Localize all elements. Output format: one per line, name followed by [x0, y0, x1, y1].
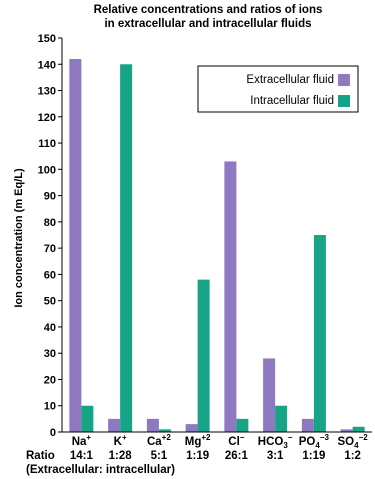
category-ion-label: SO4−2 [338, 433, 369, 450]
ratio-label: Ratio [26, 450, 55, 462]
category-ratio-label: 14:1 [70, 450, 94, 462]
category-ion-label: Cl− [228, 433, 245, 448]
y-tick-label: 70 [44, 243, 56, 255]
category-ratio-label: 26:1 [225, 450, 249, 462]
legend-swatch-extracellular [338, 74, 350, 86]
bar-extracellular-cl [224, 161, 237, 432]
category-ratio-label: 3:1 [267, 450, 284, 462]
bar-extracellular-na [69, 59, 82, 432]
y-tick-label: 140 [38, 59, 56, 71]
y-tick-label: 0 [50, 427, 56, 439]
y-tick-label: 60 [44, 269, 56, 281]
y-tick-label: 50 [44, 296, 56, 308]
category-ion-label: Na+ [72, 433, 92, 448]
bar-extracellular-po [301, 418, 314, 432]
category-ratio-label: 1:19 [186, 450, 209, 462]
y-tick-label: 20 [44, 374, 56, 386]
y-tick-label: 120 [38, 112, 56, 124]
bar-intracellular-hco [275, 405, 288, 432]
bar-intracellular-cl [236, 418, 249, 432]
y-tick-label: 80 [44, 217, 56, 229]
category-ratio-label: 1:19 [302, 450, 325, 462]
bar-extracellular-so [340, 429, 353, 432]
legend-label-intracellular: Intracellular fluid [250, 95, 334, 107]
category-ion-label: Mg+2 [185, 433, 211, 448]
bars [69, 59, 365, 433]
bar-intracellular-po [313, 235, 326, 432]
category-ion-label: Ca+2 [147, 433, 171, 448]
category-ratio-label: 1:2 [344, 450, 361, 462]
category-ratio-label: 5:1 [151, 450, 168, 462]
y-tick-label: 150 [38, 33, 56, 45]
y-tick-label: 130 [38, 86, 56, 98]
bar-extracellular-mg [185, 424, 198, 432]
y-tick-label: 30 [44, 348, 56, 360]
y-tick-label: 100 [38, 164, 56, 176]
bar-extracellular-k [108, 418, 121, 432]
legend-box [197, 65, 359, 113]
legend-swatch-intracellular [338, 95, 350, 107]
y-axis-ticks: 0 10 20 30 40 50 60 70 80 90 100 110 120 130 140 150 [38, 33, 62, 439]
y-tick-label: 110 [38, 138, 56, 150]
bar-intracellular-na [81, 405, 94, 432]
category-ion-label: K+ [114, 433, 127, 448]
legend: Extracellular fluid Intracellular fluid [197, 65, 359, 113]
category-labels: Na+ 14:1 K+ 1:28 Ca+2 5:1 Mg+2 1:19 Cl− 26:1 HCO3−… [70, 433, 368, 462]
chart-title-line-2: in extracellular and intracellular fluid… [104, 18, 311, 30]
bar-intracellular-so [352, 426, 365, 432]
bar-intracellular-mg [197, 279, 210, 432]
legend-label-extracellular: Extracellular fluid [246, 74, 334, 86]
ratio-note: (Extracellular: intracellular) [26, 464, 175, 476]
bar-extracellular-ca [146, 418, 159, 432]
y-axis-label: Ion concentration (m Eq/L) [13, 168, 25, 308]
y-tick-label: 90 [44, 191, 56, 203]
bar-extracellular-hco [263, 358, 276, 432]
category-ion-label: PO4−3 [299, 433, 330, 450]
category-ratio-label: 1:28 [109, 450, 133, 462]
category-ion-label: HCO3− [258, 433, 293, 450]
chart-title-line-1: Relative concentrations and ratios of io… [94, 4, 323, 16]
y-tick-label: 10 [44, 401, 56, 413]
y-tick-label: 40 [44, 322, 56, 334]
bar-intracellular-ca [158, 429, 171, 432]
bar-intracellular-k [120, 64, 133, 433]
